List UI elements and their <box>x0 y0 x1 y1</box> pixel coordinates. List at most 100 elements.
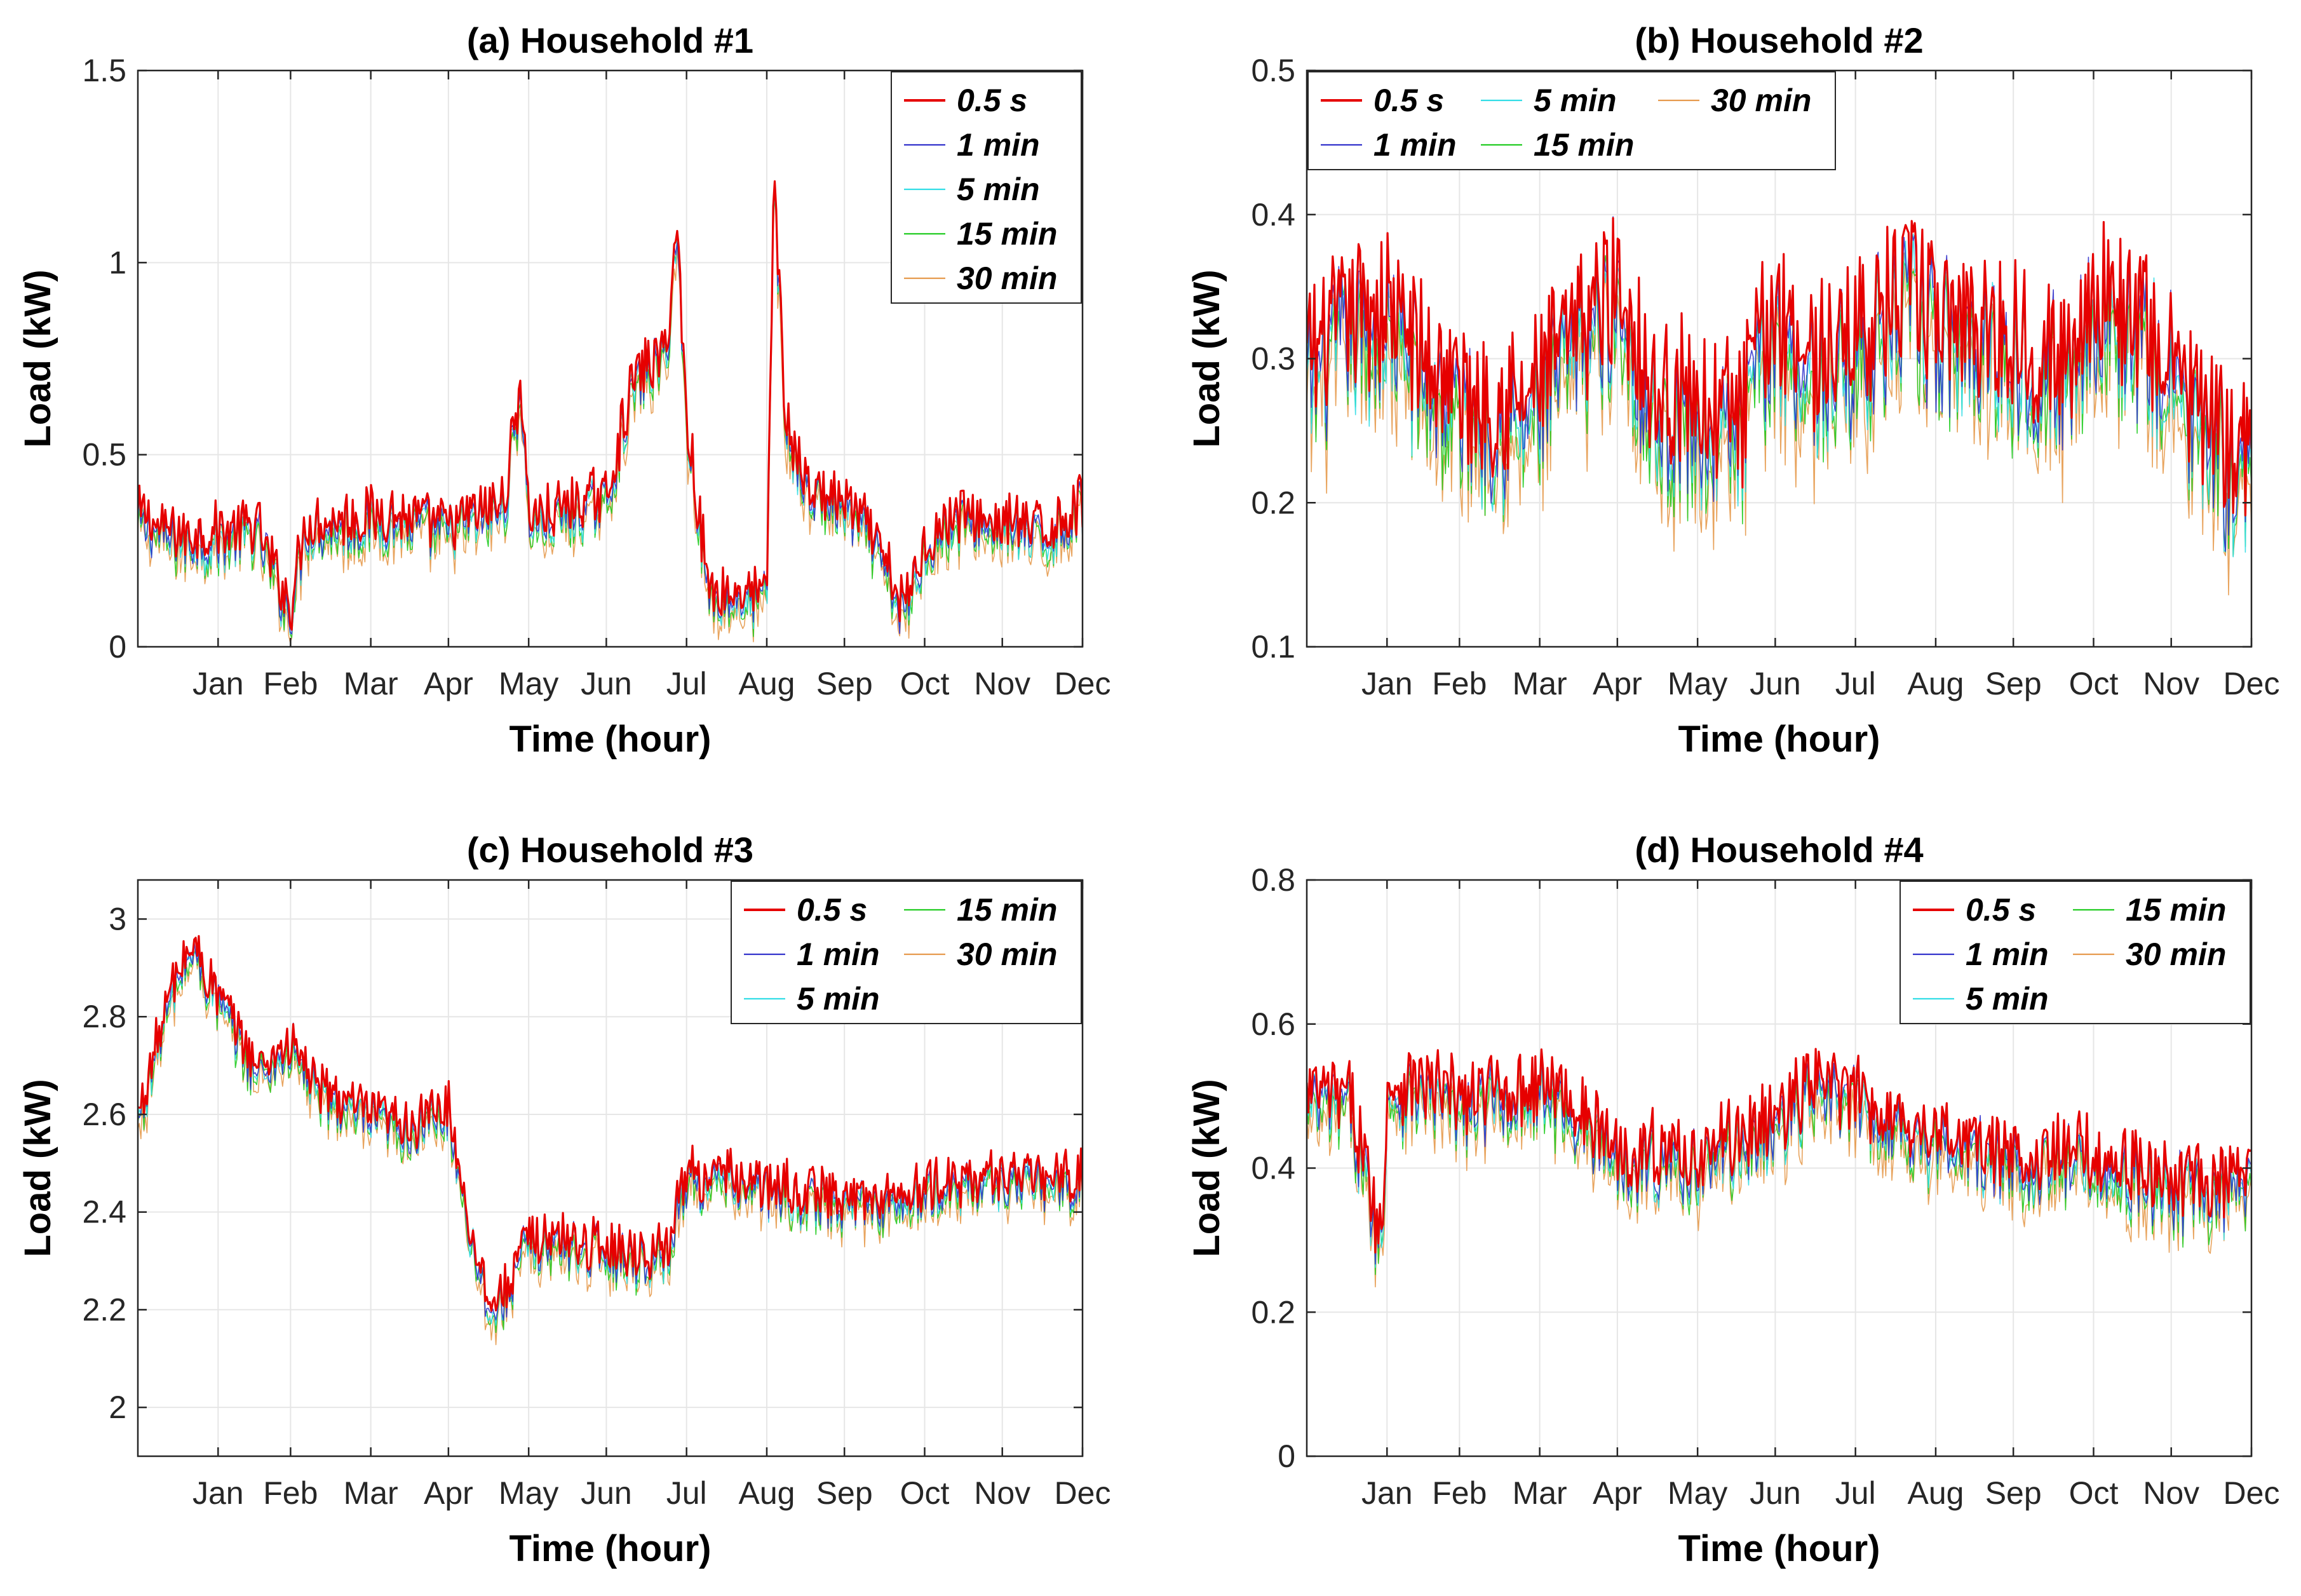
y-tick-label: 0.5 <box>1251 53 1295 88</box>
x-tick-label: Aug <box>738 1475 795 1511</box>
x-tick-label: Aug <box>1907 666 1964 701</box>
y-axis-label: Load (kW) <box>17 1079 58 1257</box>
panel-3: Jan Feb Mar Apr May Jun Jul Aug Sep Oct Nov Dec 2 2.2… <box>17 830 1110 1569</box>
y-tick-label: 0.1 <box>1251 629 1295 665</box>
panel-1: Jan Feb Mar Apr May Jun Jul Aug Sep Oct Nov Dec 0 0.5… <box>17 20 1110 760</box>
legend-label: 5 min <box>957 172 1040 207</box>
x-axis-label: Time (hour) <box>1678 1528 1880 1569</box>
x-tick-label: May <box>1668 666 1727 701</box>
x-tick-label: Sep <box>816 1475 873 1511</box>
x-tick-label: Mar <box>1513 666 1567 701</box>
chart-title: (a) Household #1 <box>467 20 753 60</box>
legend-label: 0.5 s <box>1373 83 1444 118</box>
x-axis-label: Time (hour) <box>509 719 712 760</box>
x-tick-label: Jun <box>581 666 632 701</box>
x-tick-label: Oct <box>900 1475 950 1511</box>
legend-label: 0.5 s <box>957 83 1027 118</box>
x-tick-label: Apr <box>424 666 473 701</box>
x-tick-label: Oct <box>2069 1475 2119 1511</box>
x-tick-label: Jan <box>1361 1475 1413 1511</box>
y-tick-label: 2.4 <box>82 1194 126 1230</box>
x-tick-label: Jul <box>1835 666 1876 701</box>
x-tick-label: Feb <box>263 666 318 701</box>
x-tick-label: Apr <box>1593 666 1642 701</box>
legend: 0.5 s 1 min 5 min 15 min 30 min <box>1307 71 1836 170</box>
y-tick-label: 0.6 <box>1251 1006 1295 1042</box>
x-tick-label: Sep <box>1985 666 2042 701</box>
series-line-0-5-s <box>1307 1048 2251 1254</box>
legend-label: 30 min <box>2126 937 2226 972</box>
y-tick-label: 0.4 <box>1251 1151 1295 1186</box>
legend-label: 1 min <box>957 127 1040 163</box>
y-tick-label: 2.6 <box>82 1097 126 1132</box>
legend-label: 15 min <box>2126 892 2226 928</box>
x-tick-label: Apr <box>424 1475 473 1511</box>
legend: 0.5 s 1 min 5 min 15 min 30 min <box>891 71 1082 304</box>
y-tick-label: 3 <box>109 901 126 937</box>
x-axis-label: Time (hour) <box>509 1528 712 1569</box>
legend-label: 5 min <box>1966 981 2049 1017</box>
chart-title: (d) Household #4 <box>1635 830 1923 870</box>
x-tick-label: Oct <box>2069 666 2119 701</box>
series-line-30-min <box>138 949 1083 1346</box>
y-tick-label: 0.8 <box>1251 862 1295 898</box>
x-axis-label: Time (hour) <box>1678 719 1880 760</box>
legend-label: 1 min <box>1373 127 1457 163</box>
y-axis-label: Load (kW) <box>1186 269 1227 447</box>
series-line-0-5-s <box>1307 217 2251 517</box>
x-tick-label: Oct <box>900 666 950 701</box>
y-tick-label: 0 <box>1278 1438 1295 1474</box>
x-tick-label: Apr <box>1593 1475 1642 1511</box>
legend-label: 30 min <box>957 937 1057 972</box>
axes-box <box>137 69 1084 648</box>
x-tick-label: Mar <box>344 1475 398 1511</box>
y-tick-label: 0 <box>109 629 126 665</box>
x-tick-label: Jun <box>581 1475 632 1511</box>
x-tick-label: Dec <box>1055 666 1111 701</box>
panel-2: Jan Feb Mar Apr May Jun Jul Aug Sep Oct Nov Dec 0.1 0… <box>1186 20 2279 760</box>
legend: 0.5 s 1 min 5 min 15 min 30 min <box>731 881 1082 1024</box>
y-tick-label: 0.5 <box>82 437 126 473</box>
y-tick-label: 1 <box>109 245 126 280</box>
legend-label: 0.5 s <box>1966 892 2036 928</box>
x-tick-label: Jan <box>192 1475 244 1511</box>
legend-box <box>1307 71 1836 170</box>
y-tick-label: 0.4 <box>1251 197 1295 233</box>
x-tick-label: Sep <box>816 666 873 701</box>
x-tick-label: Aug <box>1907 1475 1964 1511</box>
x-tick-label: May <box>499 666 558 701</box>
x-tick-label: May <box>1668 1475 1727 1511</box>
y-tick-label: 1.5 <box>82 53 126 88</box>
x-tick-label: Jan <box>1361 666 1413 701</box>
x-tick-label: Jun <box>1750 666 1801 701</box>
legend-label: 0.5 s <box>797 892 867 928</box>
legend-label: 15 min <box>957 216 1057 252</box>
x-tick-label: Jul <box>1835 1475 1876 1511</box>
legend-box <box>1900 881 2251 1024</box>
x-tick-label: Dec <box>2223 1475 2280 1511</box>
series-lines <box>138 935 1083 1346</box>
series-lines <box>138 180 1083 643</box>
legend-label: 30 min <box>1711 83 1811 118</box>
y-tick-label: 0.2 <box>1251 485 1295 520</box>
x-tick-label: Nov <box>2143 666 2199 701</box>
y-tick-label: 2 <box>109 1390 126 1425</box>
x-tick-label: Feb <box>1432 666 1487 701</box>
series-lines <box>1307 1048 2251 1288</box>
x-tick-label: Feb <box>263 1475 318 1511</box>
x-tick-label: Dec <box>2223 666 2280 701</box>
legend-label: 5 min <box>1534 83 1617 118</box>
x-tick-label: Nov <box>2143 1475 2199 1511</box>
x-tick-label: Sep <box>1985 1475 2042 1511</box>
chart-title: (c) Household #3 <box>467 830 753 870</box>
legend-label: 15 min <box>957 892 1057 928</box>
x-tick-label: Jul <box>666 1475 707 1511</box>
x-tick-label: Mar <box>344 666 398 701</box>
y-tick-label: 0.2 <box>1251 1294 1295 1330</box>
chart-title: (b) Household #2 <box>1635 20 1923 60</box>
y-axis-label: Load (kW) <box>17 269 58 447</box>
x-tick-label: May <box>499 1475 558 1511</box>
series-line-0-5-s <box>138 180 1083 631</box>
x-tick-label: Nov <box>974 1475 1030 1511</box>
